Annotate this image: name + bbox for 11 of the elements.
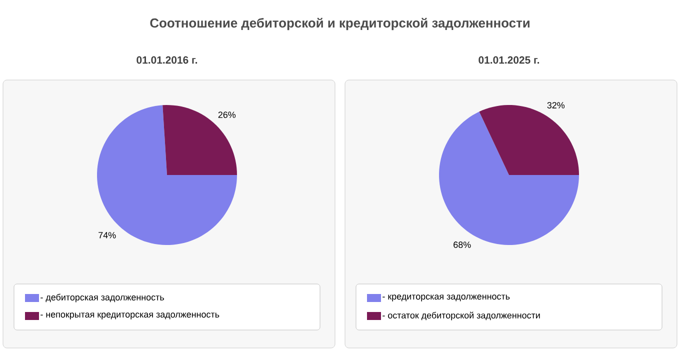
data-label: 68%: [454, 242, 471, 248]
chart-title: Соотношение дебиторской и кредиторской задолженности: [150, 18, 530, 30]
legend-label: - кредиторская задолженность: [382, 294, 510, 302]
legend-label: - дебиторская задолженность: [40, 294, 164, 302]
data-label: 26%: [218, 112, 236, 118]
legend-label: - непокрытая кредиторская задолженность: [40, 312, 220, 320]
chart-subtitle: 01.01.2025 г.: [478, 56, 540, 64]
chart-subtitle: 01.01.2016 г.: [136, 56, 198, 64]
legend-label: - остаток дебиторской задолженности: [382, 312, 540, 320]
data-label: 74%: [98, 232, 116, 238]
data-label: 32%: [547, 102, 565, 108]
